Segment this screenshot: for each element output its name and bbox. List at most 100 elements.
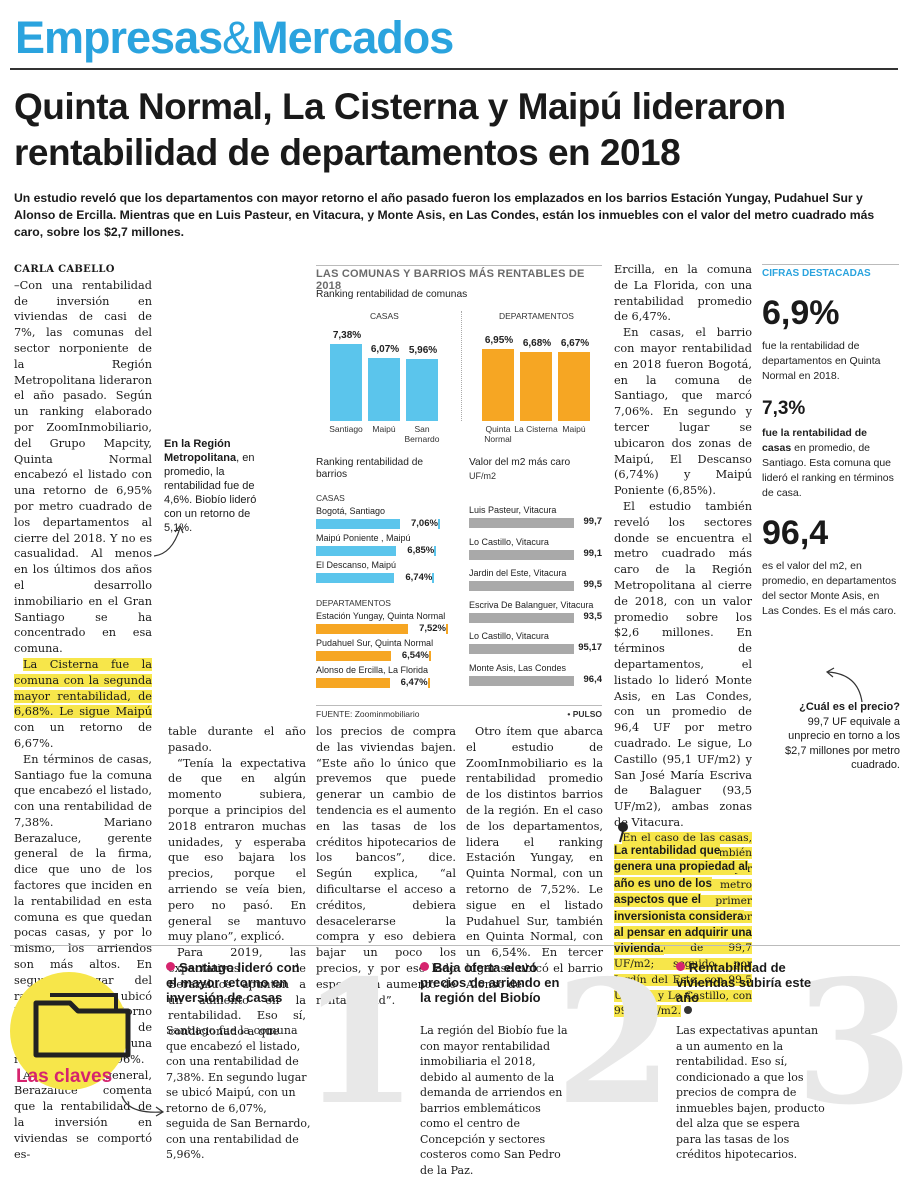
masthead-rule: [10, 68, 898, 70]
bar: [469, 549, 574, 560]
clave-title-text: Rentabilidad de viviendas subiría este a…: [676, 960, 812, 1005]
bar-category-label: Monte Asis, Las Condes: [469, 662, 567, 673]
highlight-desc-text: en promedio, de Santiago. Esta comuna qu…: [762, 442, 894, 499]
bar: [316, 678, 430, 688]
arrow-icon: [825, 667, 863, 703]
bar-category-label: Luis Pasteur, Vitacura: [469, 505, 557, 515]
claves-rule: [10, 945, 900, 946]
paragraph: –Con una rentabilidad de inversión en vi…: [14, 278, 152, 656]
callout-question: ¿Cuál es el precio?: [799, 701, 900, 713]
bar-value-label: 96,4: [583, 673, 603, 685]
bar-category-label: Jardin del Este, Vitacura: [469, 568, 567, 578]
paragraph: “Tenía la expectativa de que en algún mo…: [168, 756, 306, 944]
column-5: Ercilla, en la comuna de La Florida, con…: [614, 262, 752, 1020]
bar-category-label: Santiago: [329, 424, 363, 434]
bar-value-label: 5,96%: [408, 345, 438, 357]
clave-item-2: Baja oferta elevó precios de arriendo en…: [420, 960, 570, 1178]
chart-subtitle-m2: Valor del m2 más caro: [469, 457, 571, 468]
highlight-number-2: 7,3%: [762, 398, 806, 419]
bar-value-label: 6,07%: [370, 344, 400, 356]
paragraph: La Cisterna fue la comuna con la segunda…: [14, 657, 152, 752]
bar: [469, 612, 574, 623]
callout-bold: En la Región Metropolitana: [164, 438, 237, 464]
bar: [469, 518, 574, 528]
arrow-icon: [153, 524, 184, 557]
highlight-number-3: 96,4: [762, 514, 829, 552]
bullet-icon: [166, 962, 175, 971]
chart-group-casas: CASAS: [370, 311, 399, 321]
bar-category-label: Bogotá, Santiago: [316, 506, 386, 516]
column-2: table durante el año pasado. “Tenía la e…: [168, 724, 306, 1040]
clave-title: Rentabilidad de viviendas subiría este a…: [676, 960, 826, 1005]
paragraph: Otro ítem que abarca el estudio de ZoomI…: [466, 725, 603, 991]
bar: [469, 675, 574, 686]
column-4: Otro ítem que abarca el estudio de ZoomI…: [466, 724, 603, 993]
author-byline: CARLA CABELLO: [14, 264, 115, 275]
bar-category-label: Lo Castillo, Vitacura: [469, 536, 549, 547]
bar-value-label: 6,95%: [484, 334, 514, 346]
bar-value-label: 99,1: [583, 547, 603, 559]
clave-number-2: 2: [555, 943, 674, 1143]
bar-value-label: 6,74%: [394, 572, 433, 583]
bar-category-label: Maipú Poniente , Maipú: [316, 533, 411, 543]
bar-value-label: 93,5: [583, 610, 603, 622]
bar-category-label: Lo Castillo, Vitacura: [469, 631, 549, 641]
bar-category-label: Estación Yungay, Quinta Normal: [316, 611, 446, 621]
paragraph-text: con un retorno de 6,67%.: [14, 721, 152, 750]
masthead-part2: Mercados: [251, 12, 454, 63]
bar-category-label: Pudahuel Sur, Quinta Normal: [316, 638, 434, 648]
bar: [482, 348, 514, 421]
highlight-number-1: 6,9%: [762, 294, 840, 332]
folder-icon: [33, 993, 131, 1058]
chart-barrios-casas: CASAS: [316, 493, 345, 503]
chart-panel: LAS COMUNAS Y BARRIOS MÁS RENTABLES DE 2…: [316, 265, 602, 721]
clave-title-text: Santiago lideró con el mayor retorno en …: [166, 960, 300, 1005]
masthead-ampersand: &: [222, 12, 252, 63]
clave-body: Santiago fue la comuna que encabezó el l…: [166, 1024, 311, 1161]
chart-brand: • PULSO: [567, 709, 602, 719]
bar-category-label: San Bernardo: [404, 424, 440, 444]
callout-region: En la Región Metropolitana, en promedio,…: [164, 437, 262, 535]
chart-group-deptos: DEPARTAMENTOS: [499, 311, 574, 321]
bullet-icon: [676, 962, 685, 971]
bar-category-label: Escriva De Balanguer, Vitacura: [469, 599, 594, 610]
cifras-title: CIFRAS DESTACADAS: [762, 268, 871, 279]
bar-value-label: 7,06%: [399, 518, 438, 529]
bar-value-label: 99,7: [583, 516, 603, 527]
callout-price: ¿Cuál es el precio? 99,7 UF equivale a un…: [770, 700, 900, 773]
bar-category-label: Maipú: [562, 424, 586, 434]
bullet-icon: [420, 962, 429, 971]
bar-value-label: 95,17: [578, 642, 602, 653]
bar: [330, 343, 362, 421]
claves-label: Las claves: [16, 1066, 113, 1087]
horizontal-bars: Bogotá, Santiago 7,06% Maipú Poniente , Ma…: [316, 265, 602, 721]
paragraph: Ercilla, en la comuna de La Florida, con…: [614, 263, 752, 324]
bar-value-label: 6,68%: [522, 337, 552, 349]
bar-category-label: El Descanso, Maipú: [316, 560, 397, 570]
bar: [469, 581, 574, 591]
chart-barrios-deptos: DEPARTAMENTOS: [316, 598, 391, 608]
section-masthead: Empresas&Mercados: [15, 10, 454, 65]
bar: [316, 651, 431, 661]
bar: [316, 546, 437, 556]
chart-unit: UF/m2: [469, 471, 496, 481]
chart-subtitle-comunas: Ranking rentabilidad de comunas: [316, 289, 468, 300]
bar-value-label: 6,85%: [396, 545, 435, 556]
arrow-icon: [121, 1095, 165, 1117]
bar: [469, 644, 574, 654]
masthead-part1: Empresas: [15, 12, 223, 63]
end-mark-icon: [684, 1006, 693, 1015]
clave-title-text: Baja oferta elevó precios de arriendo en…: [420, 960, 560, 1005]
bar: [558, 351, 590, 421]
chart-source: FUENTE: Zoominmobiliario: [316, 709, 420, 719]
clave-number-3: 3: [795, 943, 911, 1143]
bar-value-label: 6,67%: [560, 337, 590, 349]
pin-icon: [618, 822, 628, 843]
bar: [316, 519, 440, 529]
clave-title: Baja oferta elevó precios de arriendo en…: [420, 960, 570, 1005]
bar-category-label: Alonso de Ercilla, La Florida: [316, 665, 429, 675]
subheadline: Un estudio reveló que los departamentos …: [14, 191, 875, 239]
clave-body: Las expectativas apuntan a un aumento en…: [676, 1024, 825, 1161]
pull-quote-text: La rentabilidad que genera una propiedad…: [614, 844, 752, 956]
claves-circle: [10, 972, 128, 1090]
